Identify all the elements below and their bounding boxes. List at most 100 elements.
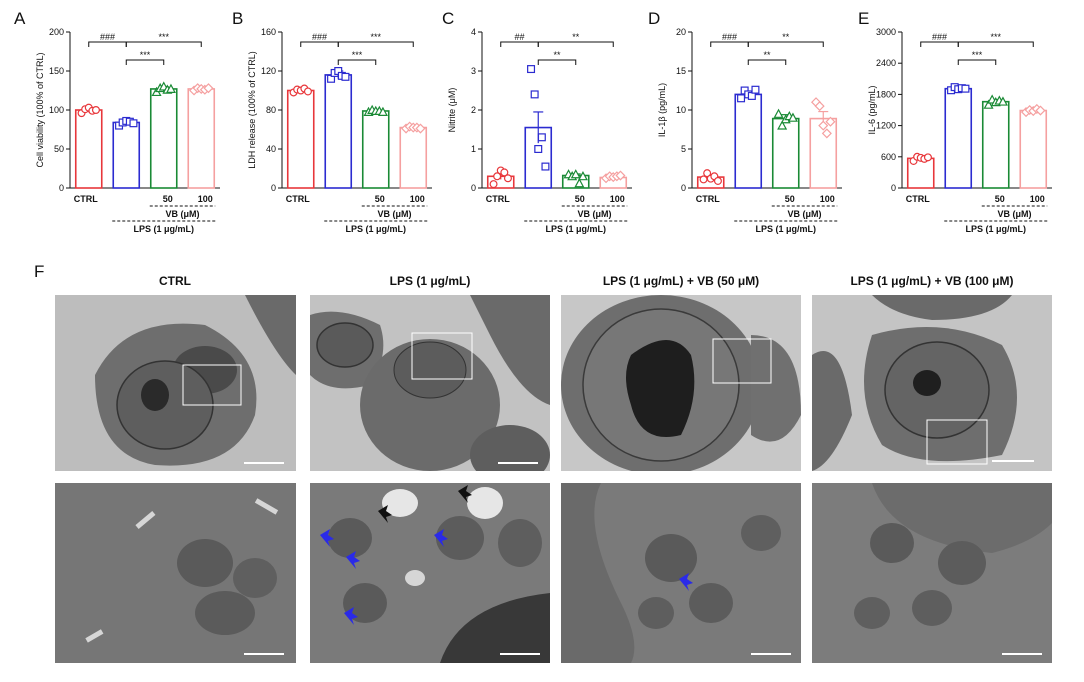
x-category-label-c-3: 100 <box>610 194 625 204</box>
vb-label-e: VB (μM) <box>997 209 1031 219</box>
vb-label-c: VB (μM) <box>577 209 611 219</box>
data-point-c-3 <box>615 170 626 181</box>
y-axis-label-b: LDH release (100% of CTRL) <box>247 51 257 169</box>
vb-label-b: VB (μM) <box>377 209 411 219</box>
y-tick-label-a: 100 <box>49 105 64 115</box>
data-point-d-2 <box>787 112 798 122</box>
em-image-vb100-high <box>812 483 1052 663</box>
significance-label-b: *** <box>352 50 363 60</box>
y-tick-label-b: 40 <box>266 144 276 154</box>
y-tick-label-c: 2 <box>471 105 476 115</box>
y-tick-label-a: 50 <box>54 144 64 154</box>
x-category-label-e-0: CTRL <box>906 194 930 204</box>
y-tick-label-a: 150 <box>49 66 64 76</box>
lps-label-d: LPS (1 μg/mL) <box>755 224 816 234</box>
y-tick-label-d: 10 <box>676 105 686 115</box>
significance-bracket-d <box>747 59 787 65</box>
data-point-a-0 <box>91 105 100 114</box>
data-point-e-1 <box>961 84 970 93</box>
x-category-label-a-0: CTRL <box>74 194 98 204</box>
data-point-b-3 <box>415 123 426 134</box>
data-point-e-3 <box>1035 105 1046 116</box>
significance-label-c: ** <box>572 32 580 42</box>
significance-label-b: *** <box>370 32 381 42</box>
x-category-label-d-2: 50 <box>785 194 795 204</box>
significance-bracket-e <box>920 41 959 47</box>
y-axis-label-d: IL-1β (pg/mL) <box>657 83 667 137</box>
panel-letter-e: E <box>858 9 870 28</box>
data-point-d-0 <box>713 176 722 185</box>
data-point-a-2 <box>165 83 176 93</box>
panel-letter-c: C <box>442 9 455 28</box>
blue-arrow-icon <box>320 529 334 547</box>
x-category-label-e-2: 50 <box>995 194 1005 204</box>
data-point-e-2 <box>997 96 1008 106</box>
vb-label-a: VB (μM) <box>165 209 199 219</box>
em-image-vb50-high <box>561 483 801 663</box>
vb-label-d: VB (μM) <box>787 209 821 219</box>
significance-label-c: ## <box>514 32 524 42</box>
lps-label-a: LPS (1 μg/mL) <box>133 224 194 234</box>
y-tick-label-e: 2400 <box>876 58 896 68</box>
x-category-label-b-3: 100 <box>410 194 425 204</box>
significance-label-b: ### <box>312 32 327 42</box>
significance-bracket-b <box>337 41 414 47</box>
x-category-label-d-3: 100 <box>820 194 835 204</box>
data-point-c-1 <box>534 145 543 154</box>
x-category-label-d-0: CTRL <box>696 194 720 204</box>
data-point-c-2 <box>577 171 588 181</box>
data-point-d-1 <box>751 85 760 94</box>
data-point-d-2 <box>773 108 784 118</box>
em-image-lps-low <box>310 295 550 471</box>
bar-b-0 <box>286 89 315 189</box>
y-tick-label-b: 160 <box>261 27 276 37</box>
x-category-label-e-3: 100 <box>1030 194 1045 204</box>
significance-bracket-c <box>537 59 577 65</box>
em-title-vb50: LPS (1 μg/mL) + VB (50 μM) <box>602 274 760 288</box>
bar-b-3 <box>399 126 428 189</box>
y-tick-label-c: 3 <box>471 66 476 76</box>
y-axis-label-e: IL-6 (pg/mL) <box>867 85 877 134</box>
data-point-c-1 <box>541 162 550 171</box>
blue-arrow-icon <box>679 573 693 591</box>
bar-a-1 <box>112 121 141 189</box>
y-tick-label-d: 20 <box>676 27 686 37</box>
y-tick-label-a: 0 <box>59 183 64 193</box>
significance-label-e: *** <box>990 32 1001 42</box>
panel-letter-d: D <box>648 9 661 28</box>
x-category-label-b-2: 50 <box>375 194 385 204</box>
bar-a-2 <box>149 88 178 189</box>
significance-label-d: ** <box>763 50 771 60</box>
data-point-c-2 <box>574 178 585 188</box>
em-title-ctrl: CTRL <box>159 274 191 288</box>
significance-label-c: ** <box>553 50 561 60</box>
blue-arrow-icon <box>346 551 360 569</box>
bar-b-1 <box>324 74 353 189</box>
y-axis-label-a: Cell viability (100% of CTRL) <box>35 52 45 167</box>
y-tick-label-b: 120 <box>261 66 276 76</box>
significance-label-e: *** <box>972 50 983 60</box>
data-point-c-1 <box>530 90 539 99</box>
bar-e-2 <box>981 100 1010 189</box>
blue-arrow-icon <box>434 529 448 547</box>
lps-label-c: LPS (1 μg/mL) <box>545 224 606 234</box>
y-tick-label-e: 600 <box>881 152 896 162</box>
data-point-c-1 <box>537 133 546 142</box>
data-point-d-2 <box>777 120 788 130</box>
bar-a-3 <box>187 88 216 189</box>
lps-label-e: LPS (1 μg/mL) <box>965 224 1026 234</box>
significance-bracket-a <box>125 41 202 47</box>
y-tick-label-e: 0 <box>891 183 896 193</box>
data-point-b-2 <box>377 106 388 116</box>
significance-bracket-e <box>957 41 1034 47</box>
black-arrow-icon <box>378 505 392 523</box>
em-image-vb100-low <box>812 295 1052 471</box>
em-title-vb100: LPS (1 μg/mL) + VB (100 μM) <box>850 274 1014 288</box>
significance-label-a: *** <box>140 50 151 60</box>
x-category-label-a-2: 50 <box>163 194 173 204</box>
y-tick-label-e: 3000 <box>876 27 896 37</box>
em-image-vb50-low <box>561 295 801 471</box>
data-point-c-1 <box>527 65 536 74</box>
panel-letter-b: B <box>232 9 244 28</box>
